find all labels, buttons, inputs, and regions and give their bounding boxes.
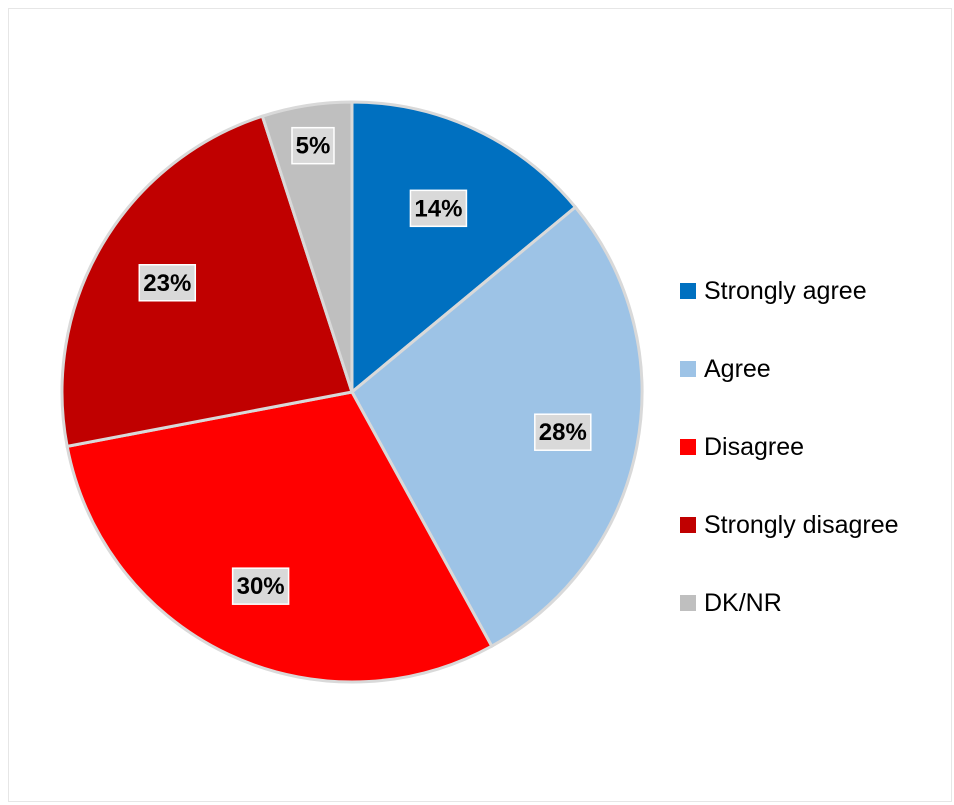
legend-item-strongly-agree: Strongly agree: [680, 252, 952, 330]
legend-item-agree: Agree: [680, 330, 952, 408]
data-label-dk-nr: 5%: [291, 126, 335, 165]
pie-slices: [60, 100, 644, 684]
legend-item-disagree: Disagree: [680, 408, 952, 486]
data-label-agree: 28%: [534, 413, 592, 451]
pie-slice-strongly-agree: [350, 100, 578, 396]
legend-label-strongly-disagree: Strongly disagree: [704, 510, 899, 539]
pie-slice-dk-nr: [260, 100, 354, 393]
legend-item-strongly-disagree: Strongly disagree: [680, 486, 952, 564]
data-label-box-dk-nr: [291, 126, 335, 165]
data-label-text-strongly-agree: 14%: [414, 195, 462, 222]
legend-swatch-agree: [680, 361, 696, 377]
data-label-text-disagree: 30%: [237, 573, 285, 600]
legend-item-dk-nr: DK/NR: [680, 564, 952, 642]
pie-slice-strongly-disagree: [60, 114, 354, 449]
legend-swatch-strongly-agree: [680, 283, 696, 299]
data-label-box-strongly-agree: [409, 189, 468, 228]
legend-swatch-disagree: [680, 439, 696, 455]
data-label-text-dk-nr: 5%: [296, 133, 331, 160]
legend-swatch-dk-nr: [680, 595, 696, 611]
data-label-disagree: 30%: [231, 567, 290, 605]
legend-label-disagree: Disagree: [704, 432, 805, 461]
data-label-box-agree: [534, 413, 592, 451]
data-label-strongly-agree: 14%: [409, 189, 468, 228]
legend-label-strongly-agree: Strongly agree: [704, 276, 867, 305]
data-label-box-disagree: [231, 567, 290, 605]
data-label-text-strongly-disagree: 23%: [143, 270, 191, 297]
pie-slice-agree: [350, 205, 644, 649]
data-label-strongly-disagree: 23%: [138, 264, 197, 302]
data-label-text-agree: 28%: [539, 419, 587, 446]
data-label-box-strongly-disagree: [138, 264, 197, 302]
data-labels: 14% 28% 30% 23% 5%: [138, 126, 592, 605]
pie-slice-disagree: [65, 390, 494, 684]
legend-label-agree: Agree: [704, 354, 771, 383]
legend-swatch-strongly-disagree: [680, 517, 696, 533]
legend-label-dk-nr: DK/NR: [704, 588, 782, 617]
legend: Strongly agree Agree Disagree Strongly d…: [680, 252, 952, 642]
